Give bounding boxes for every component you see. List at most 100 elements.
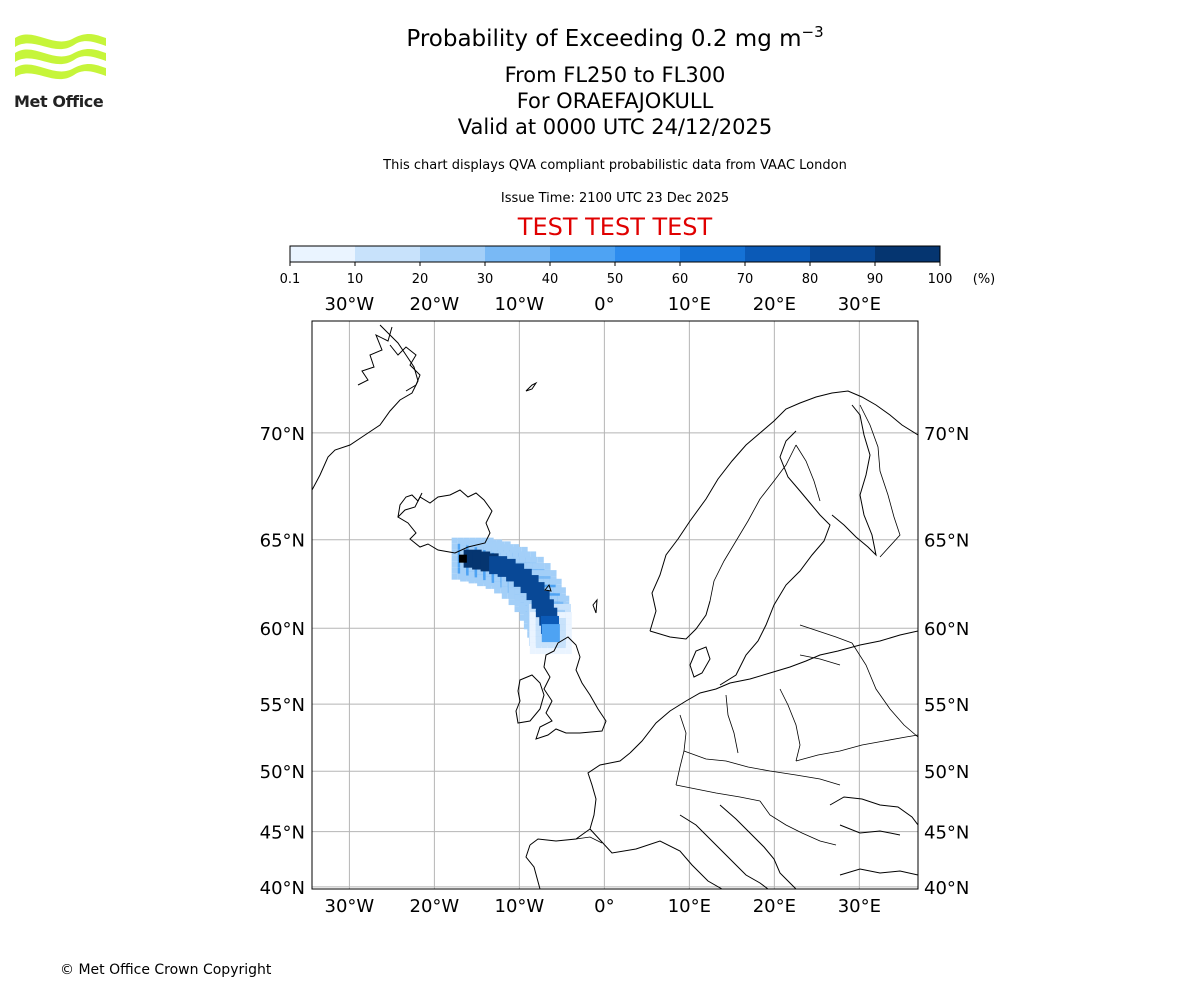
plume-halo-cell [451, 573, 458, 580]
plume-halo-cell [501, 580, 508, 587]
plume-halo-cell [532, 570, 539, 577]
plume-halo-cell [451, 537, 458, 544]
longitude-labels-bottom: 30°W 20°W 10°W 0° 10°E 20°E 30°E [325, 896, 881, 917]
colorbar-tick-label: 80 [802, 272, 819, 287]
plume-halo-cell [523, 605, 530, 612]
plume-halo-cell [508, 599, 515, 606]
map-gridlines [312, 321, 918, 889]
plume-halo-cell [538, 563, 545, 570]
plume-halo-cell [565, 630, 572, 637]
plume-halo-cell [529, 624, 536, 631]
plume-halo-cell [460, 539, 467, 546]
longitude-label-top: 30°W [325, 294, 375, 315]
longitude-label-top: 30°E [838, 294, 881, 315]
plume-halo-cell [541, 648, 548, 655]
border-belarus-ukraine [795, 734, 918, 762]
plume-halo-cell [518, 551, 525, 558]
longitude-label-top: 10°E [668, 294, 711, 315]
plume-halo-cell [519, 596, 526, 603]
plume-halo-cell [565, 624, 572, 631]
chart-description: This chart displays QVA compliant probab… [383, 158, 847, 173]
plume-halo-cell [460, 545, 467, 552]
coastline-iceland [397, 489, 493, 554]
plume-halo-cell [508, 593, 515, 600]
plume-halo-cell [501, 574, 508, 581]
border-alps [675, 784, 761, 802]
plume-halo-cell [513, 556, 520, 563]
latitude-label-right: 70°N [924, 424, 969, 445]
coastline-jan-mayen [525, 381, 538, 392]
latitude-label-right: 45°N [924, 823, 969, 844]
plume-halo-cell [544, 570, 551, 577]
plume-halo-cell [535, 636, 542, 643]
latitude-labels-left: 70°N 65°N 60°N 55°N 50°N 45°N 40°N [260, 424, 305, 899]
plume-halo-cell [563, 595, 570, 602]
plume-halo-cell [541, 642, 548, 649]
latitude-label-left: 40°N [260, 878, 305, 899]
plume-halo-cell [543, 578, 550, 585]
longitude-label-top: 0° [594, 294, 614, 315]
plume-halo-cell [549, 578, 556, 585]
latitude-label-left: 50°N [260, 762, 305, 783]
plume-halo-cell [514, 588, 521, 595]
latitude-label-left: 65°N [260, 531, 305, 552]
plume-halo-cell [559, 618, 566, 625]
probability-colorbar: 0.1 10 20 30 40 50 60 70 80 90 100 (%) [280, 245, 995, 287]
plume-halo-cell [558, 603, 565, 610]
plume-halo-cell [460, 569, 467, 576]
plume-halo-cell [526, 563, 533, 570]
plume-halo-cell [537, 556, 544, 563]
border-russia-west [851, 642, 918, 738]
met-office-logo-text: Met Office [14, 92, 104, 111]
plume-halo-cell [529, 612, 536, 619]
plume-halo-cell [538, 570, 545, 577]
border-poland-east [779, 688, 801, 762]
plume-halo-cell [460, 563, 467, 570]
coastline-iceland-northwest [397, 492, 423, 518]
plume-halo-cell [485, 546, 492, 553]
plume-halo-cell [551, 595, 558, 602]
border-sweden-finland [795, 444, 821, 502]
plume-halo-cell [559, 630, 566, 637]
plume-halo-cell [547, 648, 554, 655]
colorbar-ticks: 0.1 10 20 30 40 50 60 70 80 90 100 [280, 262, 952, 287]
coastline-france-biscay [529, 752, 631, 846]
test-banner: TEST TEST TEST [517, 213, 713, 241]
volcano-marker [458, 554, 467, 563]
latitude-label-right: 55°N [924, 695, 969, 716]
plume-halo-cell [550, 570, 557, 577]
latitude-label-right: 60°N [924, 619, 969, 640]
colorbar-tick-label: 30 [477, 272, 494, 287]
plume-halo-cell [468, 577, 475, 584]
coastline-mediterranean-north [589, 828, 723, 889]
plume-halo-cell [553, 648, 560, 655]
plume-halo-cell [508, 587, 515, 594]
colorbar-swatch-7 [745, 246, 811, 262]
coastline-black-sea [829, 796, 918, 836]
ash-probability-plume [451, 537, 572, 655]
coastline-italy [679, 814, 769, 889]
colorbar-tick-label: 20 [412, 272, 429, 287]
plume-halo-cell [460, 551, 467, 558]
plume-halo-cell [565, 618, 572, 625]
plume-halo-cell [564, 603, 571, 610]
plume-halo-cell [535, 624, 542, 631]
border-baltics [799, 624, 853, 666]
latitude-label-left: 55°N [260, 695, 305, 716]
chart-title-superscript: −3 [801, 23, 824, 41]
plume-halo-cell [514, 594, 521, 601]
plume-halo-cell [535, 630, 542, 637]
plume-halo-cell [529, 636, 536, 643]
plume-halo-cell [451, 561, 458, 568]
plume-halo-cell [494, 575, 501, 582]
longitude-label-top: 20°W [410, 294, 460, 315]
longitude-label-bottom: 30°W [325, 896, 375, 917]
border-finland-russia [859, 404, 901, 558]
longitude-label-bottom: 0° [594, 896, 614, 917]
latitude-label-right: 50°N [924, 762, 969, 783]
plume-halo-cell [544, 563, 551, 570]
plume-halo-cell [494, 587, 501, 594]
plume-halo-cell [529, 630, 536, 637]
colorbar-tick-label: 70 [737, 272, 754, 287]
plume-halo-cell [497, 546, 504, 553]
